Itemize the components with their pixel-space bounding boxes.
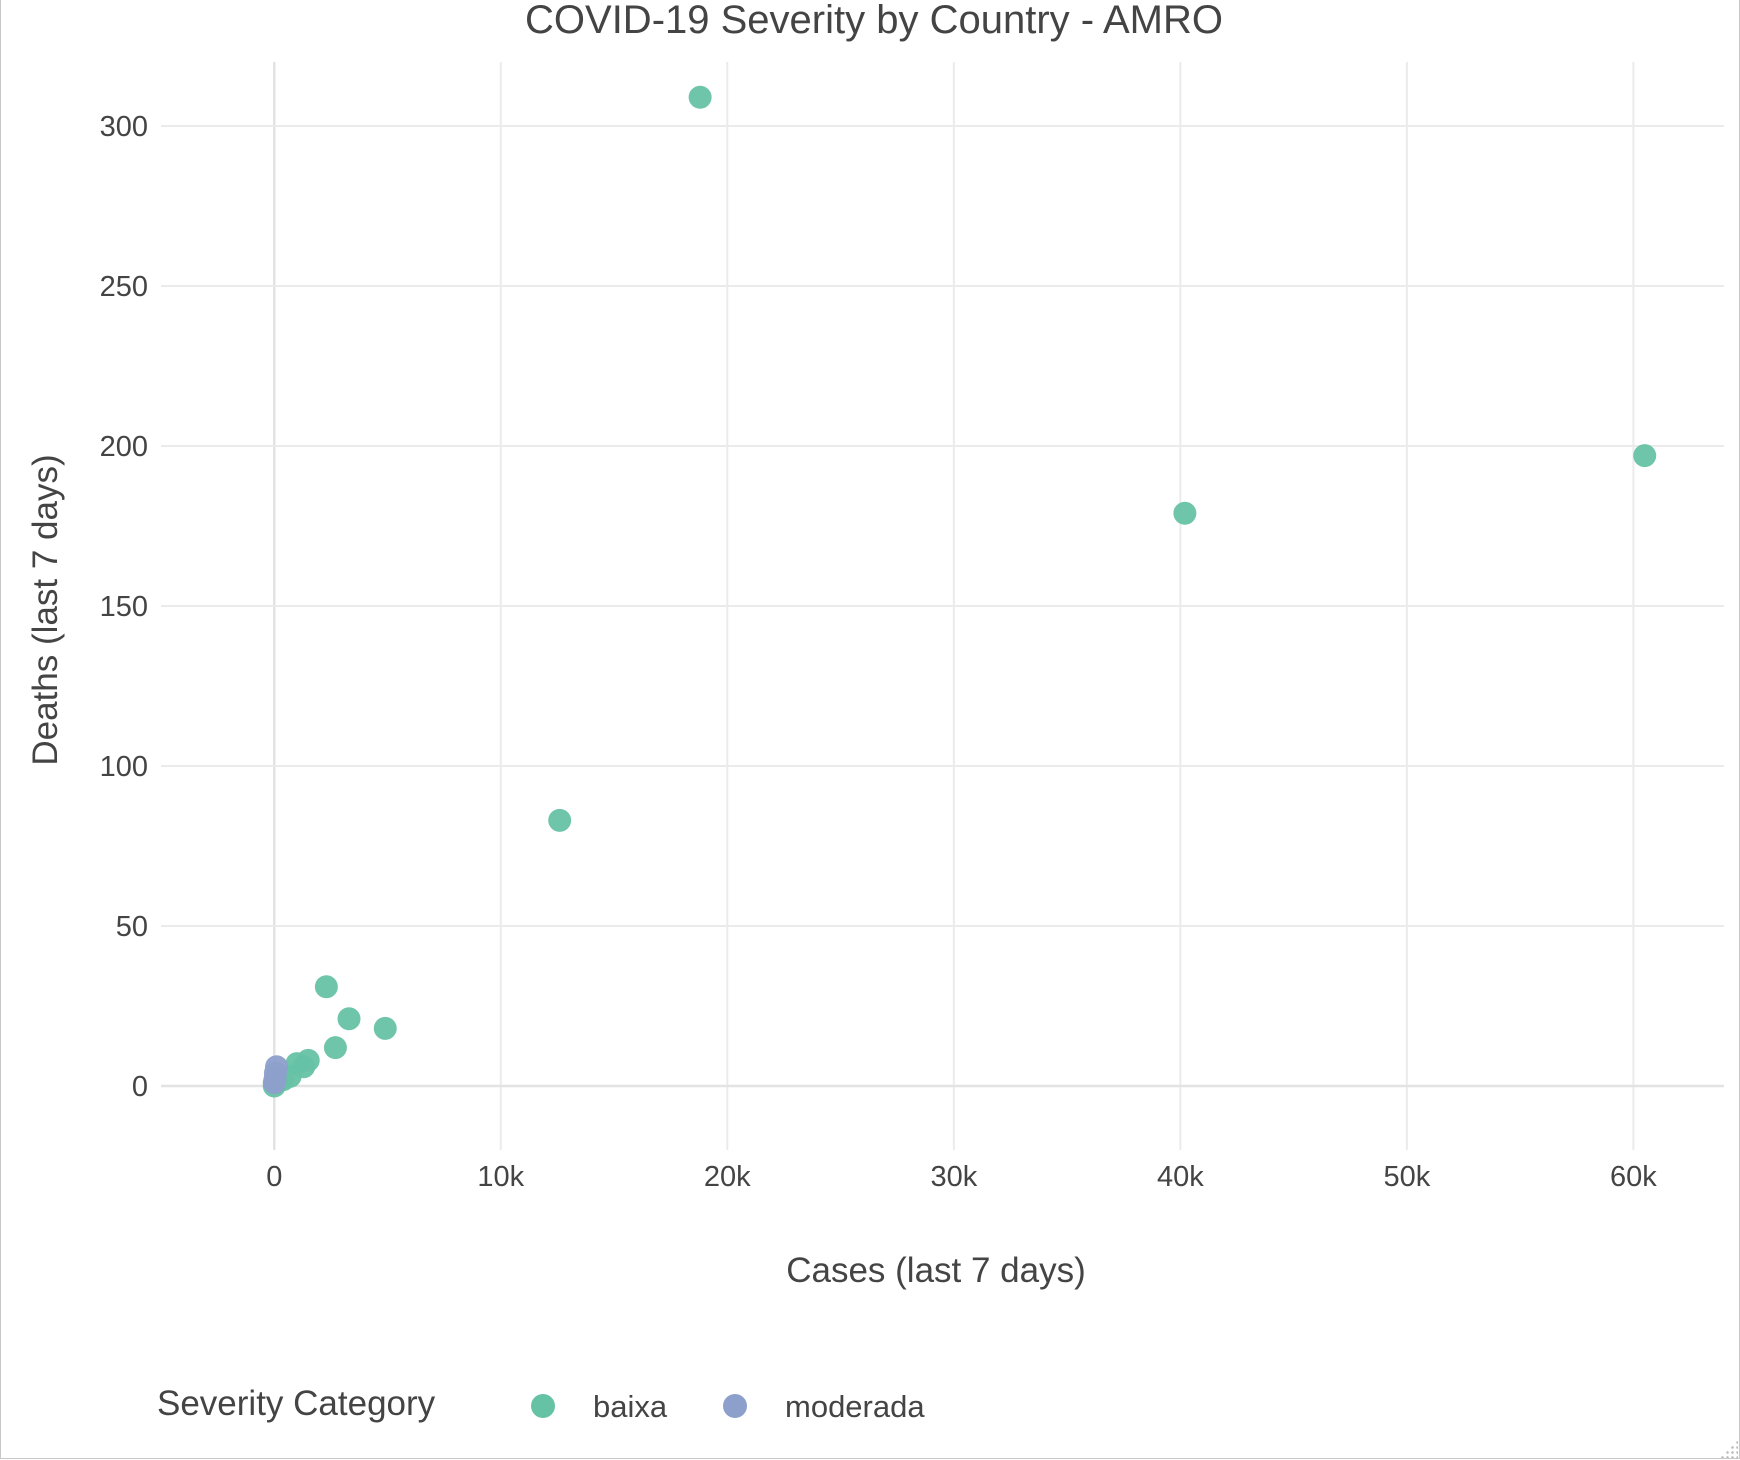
data-points	[262, 85, 1657, 1098]
data-point-moderada[interactable]	[262, 1071, 286, 1095]
legend-title: Severity Category	[157, 1384, 436, 1423]
data-point-baixa[interactable]	[373, 1016, 397, 1040]
data-point-baixa[interactable]	[314, 975, 338, 999]
x-tick-label: 10k	[477, 1161, 524, 1193]
y-tick-label: 0	[132, 1071, 148, 1103]
x-tick-label: 20k	[704, 1161, 751, 1193]
y-tick-label: 100	[100, 751, 148, 783]
x-tick-label: 50k	[1383, 1161, 1430, 1193]
x-tick-label: 0	[266, 1161, 282, 1193]
y-tick-label: 300	[100, 111, 148, 143]
legend-label: moderada	[785, 1389, 925, 1424]
legend-item-baixa[interactable]: baixa	[531, 1389, 668, 1424]
legend: Severity Category baixa moderada	[157, 1384, 925, 1424]
data-point-baixa[interactable]	[323, 1036, 347, 1060]
data-point-baixa[interactable]	[548, 808, 572, 832]
grid-lines	[161, 62, 1724, 1150]
data-point-baixa[interactable]	[1173, 501, 1197, 525]
y-tick-label: 50	[116, 911, 148, 943]
legend-label: baixa	[593, 1389, 668, 1424]
legend-item-moderada[interactable]: moderada	[723, 1389, 925, 1424]
axis-ticks: 0 10k 20k 30k 40k 50k 60k 0 50 100 150 200 250 300	[100, 111, 1658, 1193]
x-tick-label: 40k	[1157, 1161, 1204, 1193]
y-axis-label: Deaths (last 7 days)	[26, 454, 65, 765]
legend-marker-icon	[723, 1394, 747, 1418]
y-tick-label: 200	[100, 431, 148, 463]
x-axis-label: Cases (last 7 days)	[786, 1251, 1086, 1290]
chart-title: COVID-19 Severity by Country - AMRO	[525, 0, 1223, 42]
data-point-baixa[interactable]	[688, 85, 712, 109]
x-tick-label: 60k	[1610, 1161, 1657, 1193]
y-tick-label: 150	[100, 591, 148, 623]
data-point-baixa[interactable]	[337, 1007, 361, 1031]
x-tick-label: 30k	[930, 1161, 977, 1193]
data-point-baixa[interactable]	[1633, 444, 1657, 468]
legend-marker-icon	[531, 1394, 555, 1418]
legend-items: baixa moderada	[531, 1389, 925, 1424]
y-tick-label: 250	[100, 271, 148, 303]
